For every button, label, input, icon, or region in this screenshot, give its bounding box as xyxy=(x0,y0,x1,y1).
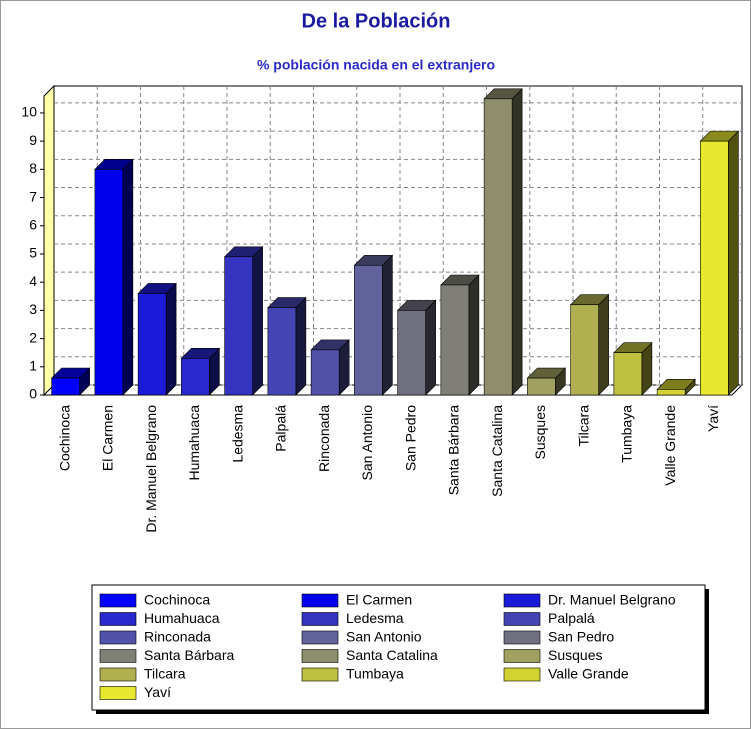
legend-label: Palpalá xyxy=(548,610,595,626)
x-tick-label: Dr. Manuel Belgrano xyxy=(143,405,159,533)
x-tick-label: El Carmen xyxy=(100,405,116,471)
bar-side xyxy=(425,299,436,396)
legend-label: San Pedro xyxy=(548,629,614,645)
y-tick-label: 7 xyxy=(29,188,37,204)
y-tick-label: 10 xyxy=(21,104,37,120)
bar xyxy=(570,304,599,396)
bar xyxy=(224,256,253,396)
legend-swatch xyxy=(99,630,137,645)
bar xyxy=(656,389,686,396)
y-tick-label: 1 xyxy=(29,357,37,373)
x-tick-label: San Pedro xyxy=(402,405,418,471)
bar xyxy=(397,310,426,396)
chart-title: De la Población xyxy=(302,10,451,32)
bar xyxy=(483,98,513,396)
legend-swatch xyxy=(301,630,339,645)
bar xyxy=(267,307,297,396)
legend-label: Ledesma xyxy=(346,610,404,626)
x-tick-label: San Antonio xyxy=(359,405,375,481)
legend-swatch xyxy=(99,667,137,682)
y-tick-label: 2 xyxy=(29,329,37,345)
x-tick-label: Cochinoca xyxy=(56,405,72,471)
chart-subtitle: % población nacida en el extranjero xyxy=(257,57,495,73)
x-tick-label: Tumbaya xyxy=(619,405,635,463)
bar xyxy=(527,377,556,396)
x-tick-label: Tilcara xyxy=(575,405,591,447)
legend-swatch xyxy=(99,649,137,663)
legend-swatch xyxy=(503,667,541,682)
y-tick-label: 5 xyxy=(29,245,37,261)
bar-side xyxy=(511,88,523,396)
legend-label: Cochinoca xyxy=(144,592,210,608)
bar-side xyxy=(252,246,263,396)
legend-swatch xyxy=(503,593,541,608)
x-tick-label: Ledesma xyxy=(229,405,245,463)
legend xyxy=(91,584,706,711)
legend-label: Rinconada xyxy=(144,629,211,645)
bar-side xyxy=(598,294,609,396)
bar-side xyxy=(165,282,177,396)
bar-side xyxy=(728,130,739,396)
bar xyxy=(51,377,80,396)
bar xyxy=(613,352,643,396)
left-wall xyxy=(43,84,55,397)
legend-swatch xyxy=(301,593,339,608)
y-tick-label: 8 xyxy=(29,160,37,176)
bar xyxy=(137,293,167,396)
legend-label: San Antonio xyxy=(346,629,422,645)
bar-side xyxy=(295,296,307,396)
y-tick-label: 3 xyxy=(29,301,37,317)
legend-label: Susques xyxy=(548,647,602,663)
legend-label: El Carmen xyxy=(346,592,412,608)
legend-swatch xyxy=(503,630,541,645)
bar xyxy=(181,358,210,396)
x-tick-label: Valle Grande xyxy=(662,405,678,486)
legend-label: Tumbaya xyxy=(346,666,404,682)
legend-swatch xyxy=(301,612,339,626)
legend-swatch xyxy=(301,649,339,663)
legend-label: Santa Catalina xyxy=(346,647,438,663)
y-tick-label: 6 xyxy=(29,216,37,232)
bar xyxy=(310,349,340,396)
x-tick-label: Rinconada xyxy=(316,405,332,472)
legend-label: Dr. Manuel Belgrano xyxy=(548,592,676,608)
bar-side xyxy=(468,274,480,396)
y-tick-label: 0 xyxy=(29,386,37,402)
legend-swatch xyxy=(99,686,137,700)
x-tick-label: Santa Catalina xyxy=(489,405,505,497)
bar xyxy=(700,140,729,396)
x-tick-label: Susques xyxy=(532,405,548,459)
x-tick-label: Humahuaca xyxy=(186,405,202,481)
legend-label: Valle Grande xyxy=(548,666,629,682)
x-tick-label: Yaví xyxy=(705,405,721,432)
legend-swatch xyxy=(503,612,541,626)
bar xyxy=(94,169,124,396)
x-tick-label: Palpalá xyxy=(273,405,289,452)
y-tick-label: 4 xyxy=(29,273,37,289)
legend-swatch xyxy=(301,667,339,682)
bar xyxy=(440,284,470,396)
legend-swatch xyxy=(503,649,541,663)
legend-label: Humahuaca xyxy=(144,610,220,626)
y-tick-label: 9 xyxy=(29,132,37,148)
legend-swatch xyxy=(99,593,137,608)
legend-label: Tilcara xyxy=(144,666,186,682)
legend-swatch xyxy=(99,612,137,626)
bar-side xyxy=(122,158,134,396)
bar-side xyxy=(382,254,393,396)
x-tick-label: Santa Bárbara xyxy=(446,405,462,495)
legend-label: Santa Bárbara xyxy=(144,647,234,663)
bar xyxy=(354,264,383,396)
legend-label: Yaví xyxy=(144,684,171,700)
